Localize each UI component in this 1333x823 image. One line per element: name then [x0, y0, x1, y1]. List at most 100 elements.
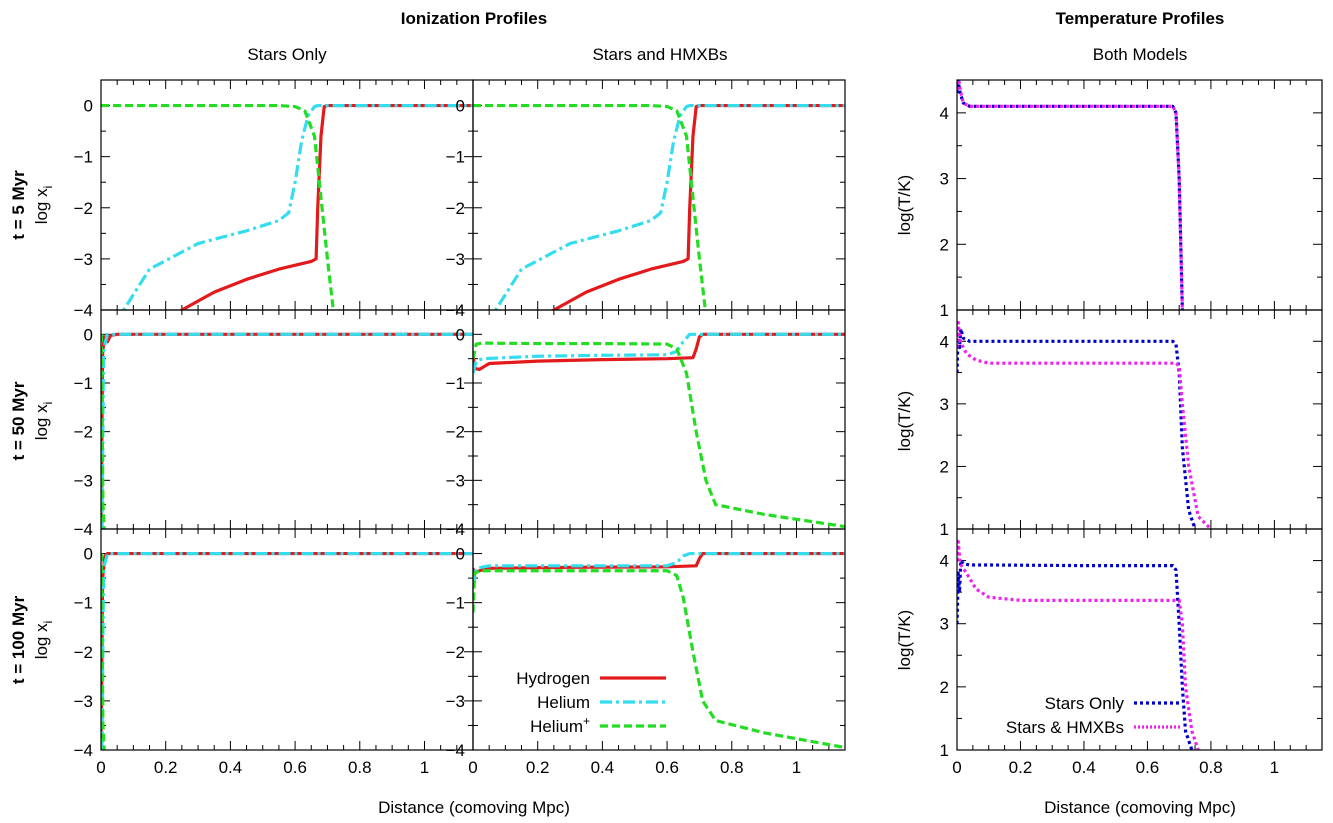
y-tick-label: 3 [940, 395, 949, 414]
y-tick-label: −2 [446, 199, 465, 218]
y-tick-label: 0 [456, 545, 465, 564]
x-tick-label: 0.2 [154, 758, 178, 777]
svg-text:log xi: log xi [32, 186, 55, 225]
ylabel-ion-subscript: i [41, 621, 55, 624]
panel-temp-r0-c2: 1 2 3 4 [940, 79, 1323, 320]
col-title-stars-hmxbs: Stars and HMXBs [592, 45, 727, 64]
x-tick-label: 0.2 [526, 758, 550, 777]
x-tick-label: 0 [468, 758, 477, 777]
legend-helium-label: Helium [537, 693, 590, 712]
panel-frame [956, 79, 1323, 311]
series-hydrogen-line [101, 332, 473, 529]
series-hydrogen-line [473, 332, 845, 371]
ylabel-ion-subscript: i [41, 402, 55, 405]
ylabel-ion-text: log x [32, 188, 51, 224]
x-tick-label: 0 [96, 758, 105, 777]
panels: −4−3−2−10−4−3−2−10−4−3−2−10−4−3−2−10−4−3… [74, 79, 1323, 777]
panel-ion-r1-c0: −4 −3 −2 −1 0 [74, 309, 474, 539]
y-tick-label: 1 [940, 741, 949, 760]
row-label-5myr: t = 5 Myr [9, 170, 28, 240]
panel-temp-r1-c2: 1 2 3 4 [940, 309, 1323, 539]
panel-ion-r0-c0: −4 −3 −2 −1 0 [74, 79, 474, 320]
series-hydrogen-line [550, 103, 845, 310]
svg-text:log xi: log xi [32, 621, 55, 660]
series-stars-hmxbs-line [957, 80, 1184, 310]
series-helium-line [473, 341, 845, 529]
legend-stars-only-label: Stars Only [1045, 694, 1125, 713]
legend-helium-plus-sup: + [583, 714, 590, 728]
xlabel-temperature: Distance (comoving Mpc) [1044, 798, 1236, 817]
y-tick-label: 2 [940, 678, 949, 697]
y-tick-label: 3 [940, 615, 949, 634]
ylabel-ion-row2: log xi [32, 621, 55, 660]
x-tick-label: 1 [792, 758, 801, 777]
ylabel-ion-subscript: i [41, 186, 55, 189]
col-title-both-models: Both Models [1093, 45, 1188, 64]
panel-frame [100, 79, 474, 311]
x-tick-label: 0.6 [1136, 758, 1160, 777]
series-hydrogen-line [101, 551, 473, 750]
panel-ion-r0-c1: −4−3−2−10 [446, 79, 846, 320]
y-tick-label: 3 [940, 170, 949, 189]
series-hydrogen-line [473, 551, 845, 575]
y-tick-label: −3 [446, 471, 465, 490]
series-helium-line [473, 551, 845, 589]
ylabel-temp-row2: log(T/K) [895, 610, 914, 670]
y-tick-label: −2 [74, 643, 93, 662]
legend-stars-hmxbs-label: Stars & HMXBs [1006, 718, 1124, 737]
series-stars-only-line [957, 327, 1197, 529]
y-tick-label: −4 [74, 741, 93, 760]
y-tick-label: −4 [74, 301, 93, 320]
x-tick-label: 0.2 [1009, 758, 1033, 777]
y-tick-label: −3 [74, 692, 93, 711]
y-tick-label: 2 [940, 235, 949, 254]
legend-temperature: Stars Only Stars & HMXBs [1006, 694, 1182, 737]
y-tick-label: 4 [940, 104, 949, 123]
y-tick-label: 2 [940, 457, 949, 476]
xlabel-ionization: Distance (comoving Mpc) [378, 798, 570, 817]
x-tick-label: 0.4 [219, 758, 243, 777]
y-tick-label: −3 [446, 250, 465, 269]
y-tick-label: 4 [940, 332, 949, 351]
ylabel-temp-row1: log(T/K) [895, 391, 914, 451]
series-helium-line [473, 103, 707, 310]
series-helium-line [101, 332, 473, 529]
series-helium-line [121, 103, 473, 310]
row-label-100myr: t = 100 Myr [9, 595, 28, 684]
y-tick-label: −2 [446, 643, 465, 662]
y-tick-label: −2 [74, 199, 93, 218]
y-tick-label: −4 [446, 741, 465, 760]
y-tick-label: 0 [456, 97, 465, 116]
series-stars-only-line [957, 558, 1194, 750]
ionization-title: Ionization Profiles [401, 9, 547, 28]
y-tick-label: 0 [456, 325, 465, 344]
y-tick-label: 1 [940, 520, 949, 539]
y-tick-label: −3 [74, 250, 93, 269]
x-tick-label: 0.4 [591, 758, 615, 777]
legend-hydrogen-label: Hydrogen [516, 669, 590, 688]
legend-helium-plus-label: Helium+ [530, 714, 590, 736]
y-tick-label: −2 [74, 423, 93, 442]
y-tick-label: −1 [74, 374, 93, 393]
panel-frame [100, 528, 474, 751]
panel-frame [472, 79, 846, 311]
series-helium-line [473, 332, 845, 374]
ylabel-ion-row1: log xi [32, 402, 55, 441]
y-tick-label: −2 [446, 423, 465, 442]
series-helium-line [493, 103, 845, 310]
y-tick-label: 4 [940, 552, 949, 571]
y-tick-label: −1 [74, 594, 93, 613]
y-tick-label: −3 [74, 471, 93, 490]
legend-ionization: Hydrogen Helium Helium+ [516, 669, 666, 736]
x-tick-label: 0.8 [348, 758, 372, 777]
x-tick-label: 0.4 [1072, 758, 1096, 777]
x-tick-label: 0.6 [655, 758, 679, 777]
svg-text:log xi: log xi [32, 402, 55, 441]
y-tick-label: −3 [446, 692, 465, 711]
y-tick-label: −1 [446, 594, 465, 613]
y-tick-label: −1 [74, 148, 93, 167]
series-hydrogen-line [178, 103, 473, 310]
x-tick-label: 1 [1270, 758, 1279, 777]
ylabel-temp-row0: log(T/K) [895, 175, 914, 235]
